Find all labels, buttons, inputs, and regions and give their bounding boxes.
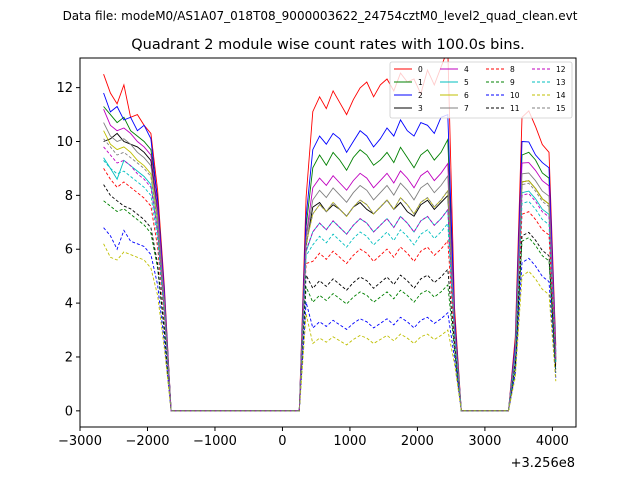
legend-label: 10	[510, 91, 520, 100]
x-tick-label: 4000	[536, 434, 569, 449]
legend-label: 9	[510, 78, 515, 87]
legend-label: 15	[556, 104, 566, 113]
y-tick-label: 10	[56, 135, 73, 150]
legend-label: 11	[510, 104, 520, 113]
legend-label: 2	[418, 91, 423, 100]
x-tick-label: 1000	[333, 434, 366, 449]
y-axis: 0 2 4 6 8 10 12	[56, 81, 80, 419]
legend-label: 0	[418, 65, 423, 74]
legend-label: 1	[418, 78, 423, 87]
series-line-12	[103, 146, 557, 412]
x-tick-label: −1000	[193, 434, 237, 449]
y-tick-label: 2	[65, 350, 73, 365]
y-tick-label: 8	[65, 189, 73, 204]
y-tick-label: 12	[56, 81, 73, 96]
legend-label: 12	[556, 65, 566, 74]
legend-label: 8	[510, 65, 515, 74]
legend-label: 4	[464, 65, 469, 74]
legend-label: 5	[464, 78, 469, 87]
x-tick-label: 0	[278, 434, 286, 449]
x-tick-label: 2000	[401, 434, 434, 449]
legend-label: 7	[464, 104, 469, 113]
legend-label: 14	[556, 91, 566, 100]
series-line-15	[103, 138, 557, 412]
series-layer	[103, 58, 557, 412]
legend-frame	[389, 61, 573, 119]
x-offset-label: +3.256e8	[511, 456, 575, 471]
x-tick-label: 3000	[468, 434, 501, 449]
legend-label: 13	[556, 78, 566, 87]
y-tick-label: 6	[65, 243, 73, 258]
legend-label: 3	[418, 104, 423, 113]
legend-label: 6	[464, 91, 469, 100]
x-tick-label: −3000	[58, 434, 102, 449]
x-axis: −3000 −2000 −1000 0 1000 2000 3000 4000	[58, 427, 569, 449]
x-tick-label: −2000	[125, 434, 169, 449]
chart-title: Quadrant 2 module wise count rates with …	[131, 37, 525, 53]
y-tick-label: 4	[65, 297, 73, 312]
figure-suptitle: Data file: modeM0/AS1A07_018T08_90000036…	[63, 9, 578, 23]
plot-frame	[79, 57, 577, 428]
y-tick-label: 0	[65, 404, 73, 419]
